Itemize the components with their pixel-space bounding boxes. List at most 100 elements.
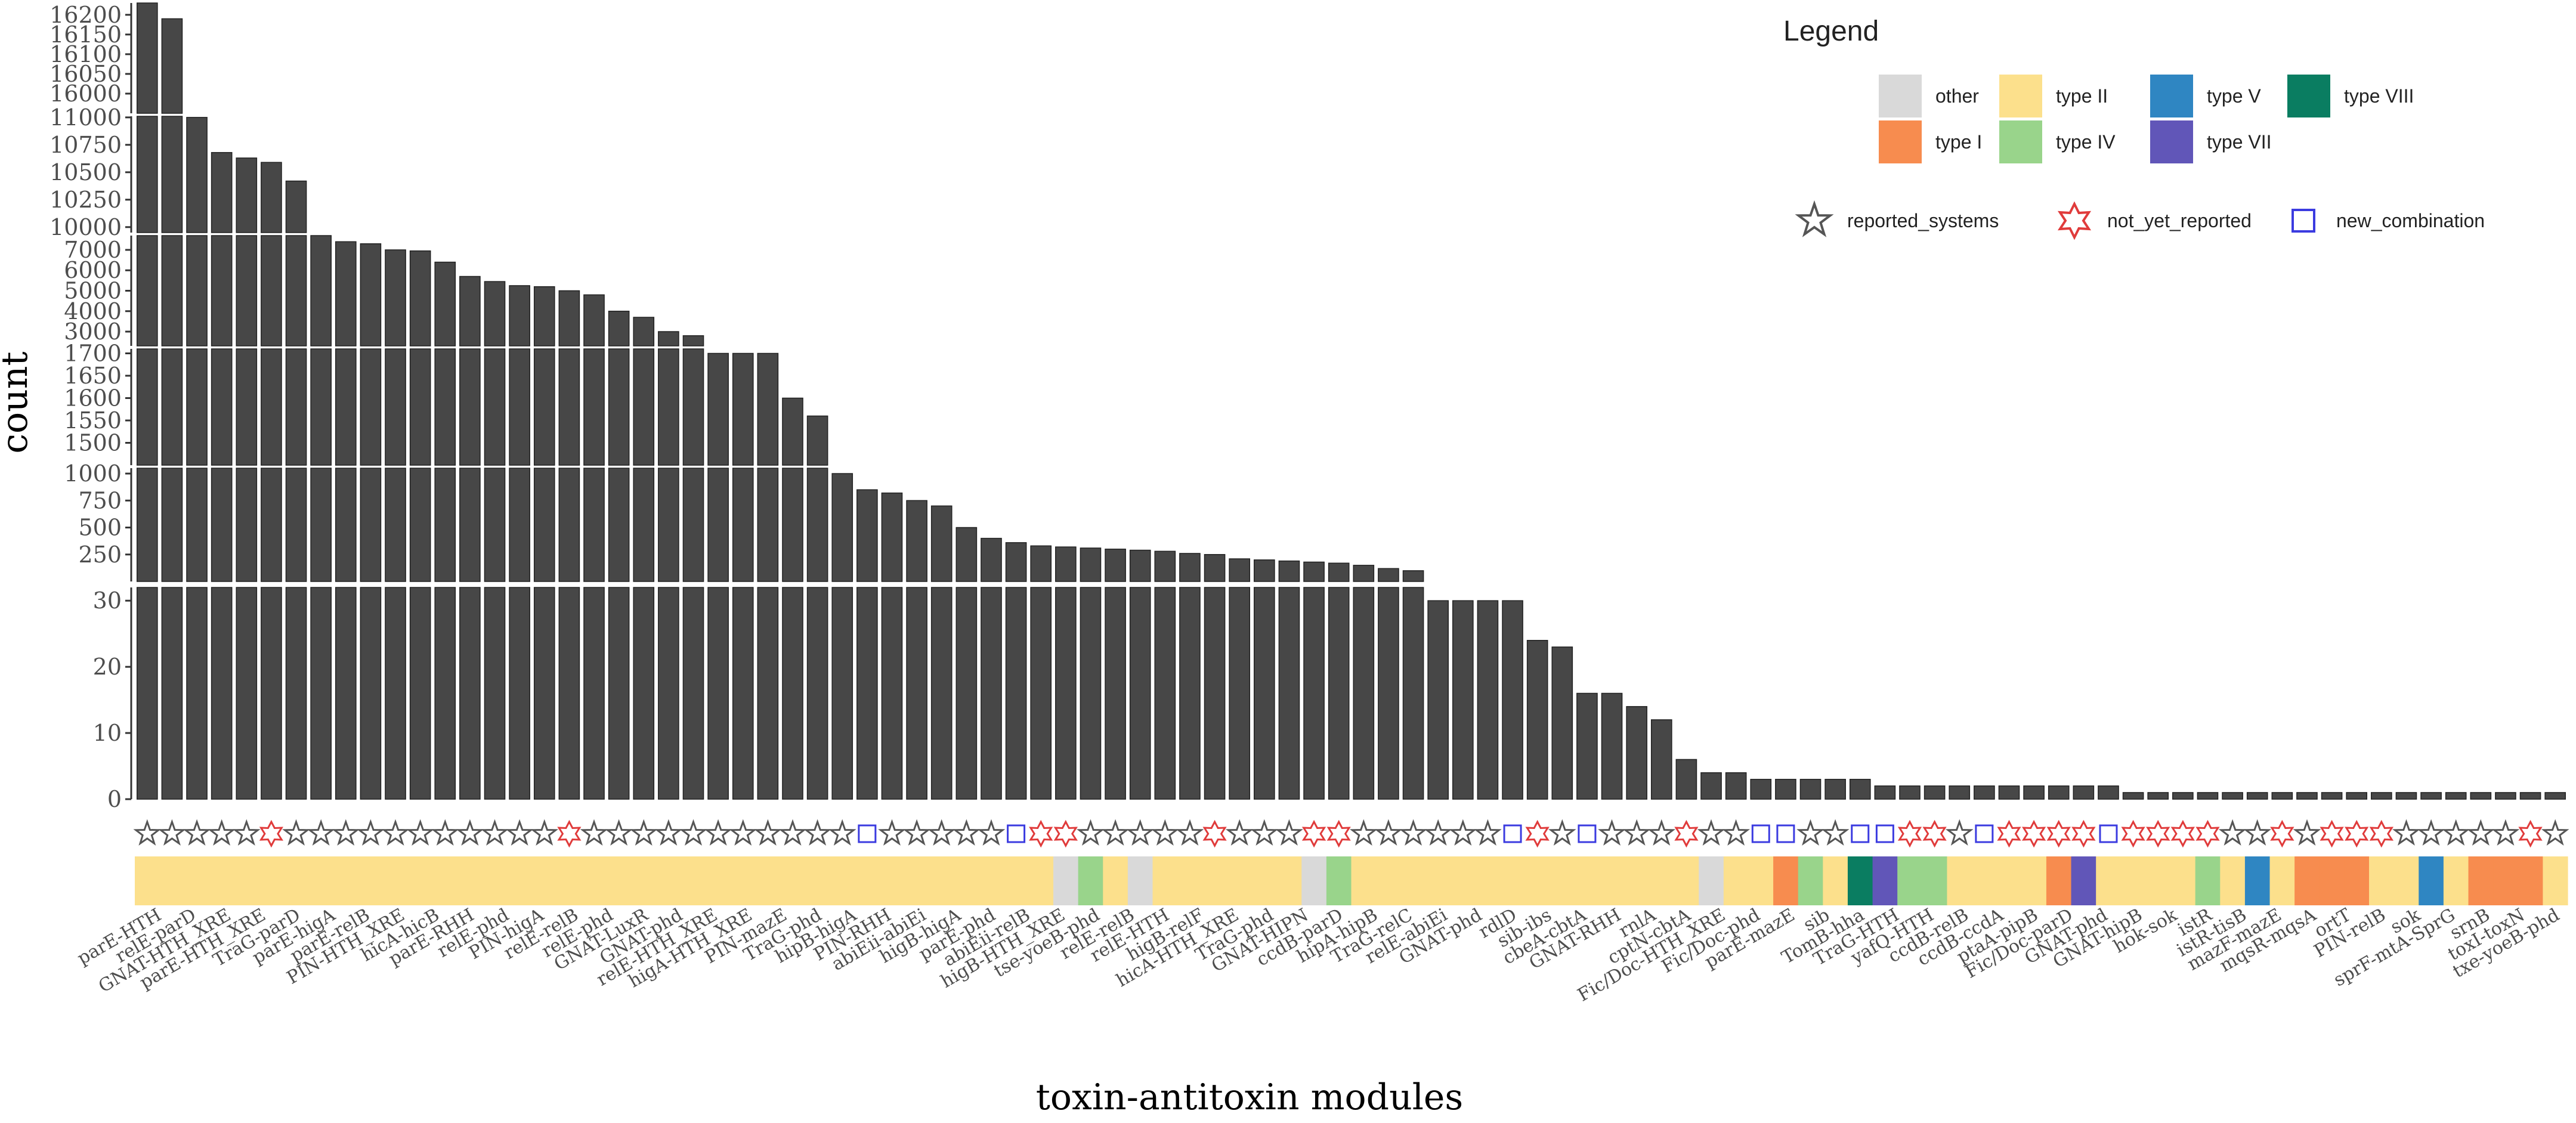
bar [583,468,605,582]
bar [459,468,481,582]
new-combination-marker [1578,824,1597,843]
bar [583,294,605,347]
reported-marker [1424,819,1452,846]
bar [1030,545,1052,582]
bar [1105,548,1126,582]
bar [186,235,208,347]
bar [1998,785,2020,800]
reported-marker [332,819,360,846]
legend-label: other [1935,85,1979,107]
y-tick-label: 10 [93,720,122,746]
legend-swatch [2150,120,2193,163]
bar [136,2,158,114]
reported-marker [704,819,732,846]
y-tick-label: 10500 [50,159,122,185]
bar [930,505,953,582]
bar [161,116,183,233]
bar [2048,785,2070,800]
bar [509,468,530,582]
new-combination-marker [1503,824,1522,843]
reported-marker [431,819,459,846]
bar [285,180,307,233]
bar [1576,692,1598,800]
bar [459,587,481,800]
bar [856,489,878,582]
type-cell [184,856,210,905]
bar [409,348,431,466]
reported-marker [679,819,707,846]
y-tick-label: 250 [78,542,122,568]
new-combination-marker [858,824,877,843]
type-cell [1053,856,1079,905]
bar [385,348,406,466]
type-strip [135,856,2568,905]
type-cell [259,856,284,905]
reported-marker [183,819,211,846]
bar [434,261,456,347]
bar [1725,772,1747,800]
reported-marker [456,819,484,846]
reported-marker [2442,819,2470,846]
reported-marker [828,819,856,846]
type-cell [135,856,160,905]
reported-marker [2541,819,2569,846]
bar [261,348,282,466]
bar [2296,792,2318,800]
bar [831,587,853,800]
bar [1129,587,1151,800]
type-cell [1972,856,1997,905]
bar [385,249,406,347]
type-cell [1947,856,1972,905]
bar [484,468,506,582]
type-cell [1798,856,1823,905]
y-tick-label: 1000 [64,460,122,487]
bar [682,468,704,582]
bar [1229,587,1251,800]
bar [236,235,258,347]
legend-label: type VIII [2344,85,2414,107]
bar [707,468,729,582]
bar [335,468,357,582]
type-cell [1202,856,1227,905]
bar [2023,785,2045,800]
reported-marker [1374,819,1403,846]
bar [136,116,158,233]
not-yet-reported-marker [1301,819,1326,848]
type-cell [1748,856,1774,905]
type-cell [1028,856,1054,905]
type-cell [234,856,259,905]
type-cell [1847,856,1873,905]
not-yet-reported-marker [2345,819,2369,848]
type-cell [1450,856,1476,905]
type-cell [1475,856,1501,905]
y-tick-label: 7000 [64,237,122,263]
legend-label: type IV [2056,131,2116,153]
y-tick-label: 4000 [64,298,122,324]
bar [136,235,158,347]
type-cell [358,856,384,905]
bar [2346,792,2368,800]
bar [2470,792,2492,800]
type-cell [706,856,731,905]
bar [161,18,183,114]
type-cell [1599,856,1625,905]
reported-marker [1548,819,1576,846]
bar [981,587,1002,800]
type-cell [780,856,806,905]
bar [1775,778,1796,800]
y-tick-label: 5000 [64,278,122,304]
bar [658,468,679,582]
bar [1750,778,1772,800]
bar [757,468,779,582]
new-combination-marker [1851,824,1870,843]
legend-marker-label: reported_systems [1847,210,1999,231]
reported-marker [282,819,310,846]
legend-swatch [2150,75,2193,117]
not-yet-reported-marker [1674,819,1699,848]
reported-marker [307,819,335,846]
type-cell [979,856,1004,905]
bar [261,468,282,582]
bar [360,468,382,582]
bar [1402,570,1424,582]
type-cell [1624,856,1650,905]
